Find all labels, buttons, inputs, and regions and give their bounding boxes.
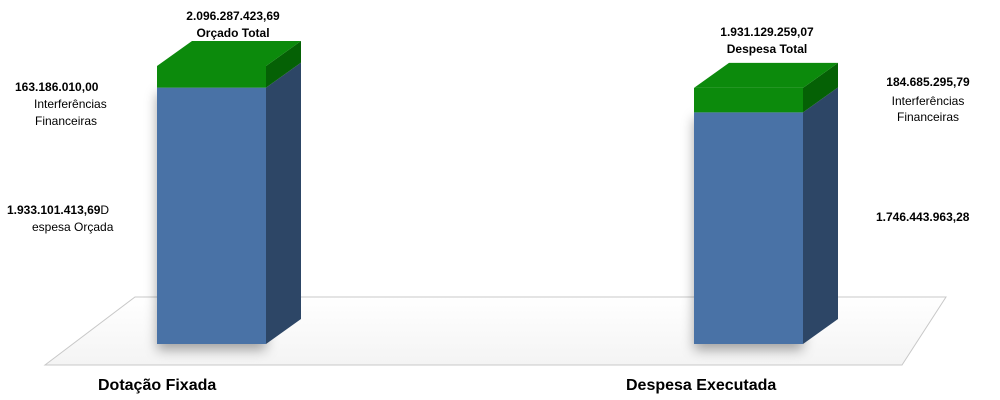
bar2-base-side bbox=[803, 87, 838, 345]
bar1-total-label: Orçado Total bbox=[196, 26, 270, 40]
category-label-1: Dotação Fixada bbox=[98, 377, 217, 394]
bar2-total-value: 1.931.129.259,07 bbox=[720, 25, 814, 39]
bar2-top-side bbox=[803, 62, 838, 113]
category-label-2: Despesa Executada bbox=[626, 377, 777, 394]
bar2-top-value: 184.685.295,79 bbox=[886, 75, 970, 89]
bar2-base-front bbox=[694, 112, 803, 345]
bar1-base-number: 1.933.101.413,69 bbox=[7, 203, 101, 217]
bar2-top-cap bbox=[694, 62, 838, 88]
bar2-top-label-2: Financeiras bbox=[896, 110, 960, 124]
bar1-top-cap bbox=[157, 41, 301, 66]
bar1-top-label-2: Financeiras bbox=[35, 114, 98, 128]
bar2-total-label: Despesa Total bbox=[726, 42, 808, 56]
bar1-base-suffix: D bbox=[100, 203, 110, 217]
bar1-base-side bbox=[266, 62, 301, 344]
bar1-base-label: espesa Orçada bbox=[32, 220, 114, 234]
bar2-top-label-1: Interferências bbox=[891, 94, 965, 108]
bar1-base-value: 1.933.101.413,69D bbox=[7, 203, 109, 218]
bar2-top-front bbox=[694, 87, 803, 113]
bar1-top-side bbox=[266, 41, 301, 88]
bar1-base-front bbox=[157, 87, 266, 344]
bar1-top-label-1: Interferências bbox=[34, 97, 107, 111]
bar1-top-front bbox=[157, 66, 266, 88]
bar1-total-value: 2.096.287.423,69 bbox=[186, 9, 280, 23]
bar1-top-value: 163.186.010,00 bbox=[15, 80, 99, 94]
bar2-base-value: 1.746.443.963,28 bbox=[876, 210, 970, 224]
